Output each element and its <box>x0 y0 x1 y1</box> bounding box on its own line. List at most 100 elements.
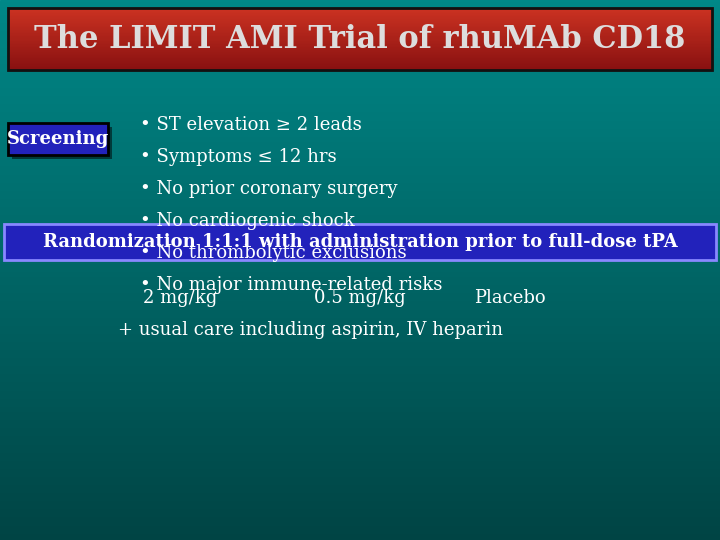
Text: • ST elevation ≥ 2 leads: • ST elevation ≥ 2 leads <box>140 116 361 134</box>
Text: • Symptoms ≤ 12 hrs: • Symptoms ≤ 12 hrs <box>140 148 337 166</box>
Bar <box>0 27 720 30</box>
Bar <box>0 338 720 340</box>
Bar <box>0 51 720 54</box>
Bar <box>0 508 720 510</box>
Bar <box>0 273 720 275</box>
Bar <box>0 300 720 302</box>
Bar <box>0 14 720 16</box>
Bar <box>8 33 712 35</box>
Bar <box>0 194 720 197</box>
Bar <box>0 38 720 40</box>
Bar <box>0 35 720 38</box>
Bar <box>0 5 720 8</box>
Bar <box>0 381 720 383</box>
Bar <box>0 305 720 308</box>
Bar <box>0 227 720 229</box>
Bar <box>0 224 720 227</box>
Bar <box>0 0 720 3</box>
Bar <box>0 132 720 135</box>
Bar <box>0 364 720 367</box>
Bar <box>0 40 720 43</box>
Bar <box>0 497 720 500</box>
Bar <box>8 65 712 67</box>
Bar <box>0 429 720 432</box>
Bar <box>8 45 712 47</box>
Bar <box>0 143 720 146</box>
Bar <box>0 275 720 278</box>
Bar <box>8 14 712 16</box>
Bar <box>0 46 720 49</box>
Text: • No prior coronary surgery: • No prior coronary surgery <box>140 180 397 198</box>
Text: 0.5 mg/kg: 0.5 mg/kg <box>314 289 406 307</box>
Bar <box>0 400 720 402</box>
Bar <box>8 59 712 60</box>
Bar <box>0 529 720 532</box>
Bar <box>0 359 720 362</box>
Bar <box>0 173 720 176</box>
Bar <box>0 189 720 192</box>
Bar <box>8 8 712 10</box>
Bar <box>8 30 712 31</box>
Bar <box>0 321 720 324</box>
Bar <box>0 3 720 5</box>
Bar <box>8 69 712 70</box>
Bar <box>0 24 720 27</box>
Bar <box>0 462 720 464</box>
Bar <box>0 483 720 486</box>
Bar <box>0 8 720 11</box>
Bar <box>0 221 720 224</box>
Bar <box>8 56 712 58</box>
Bar <box>0 22 720 24</box>
Bar <box>0 113 720 116</box>
Bar <box>0 16 720 19</box>
Bar <box>0 535 720 537</box>
Bar <box>0 340 720 343</box>
Bar <box>0 397 720 400</box>
Bar <box>0 346 720 348</box>
Bar <box>8 58 712 59</box>
Bar <box>0 367 720 370</box>
Bar <box>0 394 720 397</box>
Bar <box>0 402 720 405</box>
Bar <box>0 278 720 281</box>
Bar <box>0 78 720 81</box>
Bar <box>0 59 720 62</box>
Bar <box>8 50 712 51</box>
Bar <box>0 94 720 97</box>
Bar <box>0 491 720 494</box>
Bar <box>0 238 720 240</box>
Bar <box>0 516 720 518</box>
Bar <box>0 356 720 359</box>
Bar <box>0 127 720 130</box>
Bar <box>0 510 720 513</box>
Bar <box>0 108 720 111</box>
Bar <box>0 240 720 243</box>
Bar <box>0 313 720 316</box>
Bar <box>0 202 720 205</box>
Bar <box>0 57 720 59</box>
Bar <box>0 408 720 410</box>
Bar <box>0 170 720 173</box>
Bar <box>0 524 720 526</box>
Bar <box>0 76 720 78</box>
Bar <box>0 332 720 335</box>
Text: The LIMIT AMI Trial of rhuMAb CD18: The LIMIT AMI Trial of rhuMAb CD18 <box>35 24 685 55</box>
Bar <box>0 251 720 254</box>
Bar <box>0 73 720 76</box>
Bar <box>0 119 720 122</box>
Bar <box>8 67 712 69</box>
Bar <box>0 135 720 138</box>
Bar <box>8 22 712 24</box>
Bar <box>0 448 720 451</box>
Bar <box>8 42 712 44</box>
Bar <box>0 186 720 189</box>
Bar <box>0 159 720 162</box>
Bar <box>8 47 712 48</box>
Bar <box>0 405 720 408</box>
Bar <box>0 348 720 351</box>
Bar <box>8 28 712 30</box>
Bar <box>0 310 720 313</box>
Bar <box>8 21 712 22</box>
Text: Screening: Screening <box>7 130 109 148</box>
Bar <box>0 270 720 273</box>
